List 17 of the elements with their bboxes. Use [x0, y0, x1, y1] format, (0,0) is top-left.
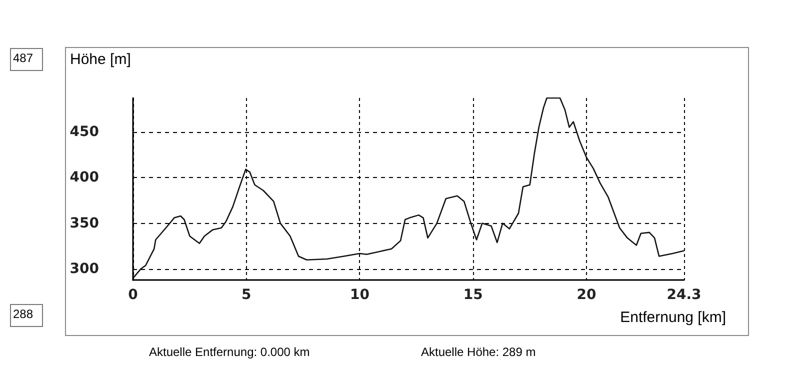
x-tick-label: 0: [128, 287, 138, 303]
y-tick-label: 450: [70, 124, 100, 140]
text: 487: [13, 51, 34, 65]
y-tick-label: 300: [70, 261, 100, 278]
x-tick-label: 5: [242, 287, 252, 303]
text: Aktuelle Entfernung: 0.000 km: [149, 345, 310, 359]
x-axis-title: Entfernung [km]: [620, 309, 726, 326]
x-tick-label: 15: [463, 287, 483, 303]
x-tick-label: 20: [576, 287, 596, 303]
text: 288: [13, 307, 34, 321]
y-tick-label: 350: [70, 215, 100, 232]
text: Aktuelle Höhe: 289 m: [421, 345, 536, 359]
x-tick-label: 10: [350, 287, 370, 303]
y-axis-title: Höhe [m]: [70, 51, 131, 68]
x-tick-label: 24.3: [666, 287, 702, 303]
line-series: [132, 97, 685, 279]
y-tick-label: 400: [70, 170, 100, 186]
